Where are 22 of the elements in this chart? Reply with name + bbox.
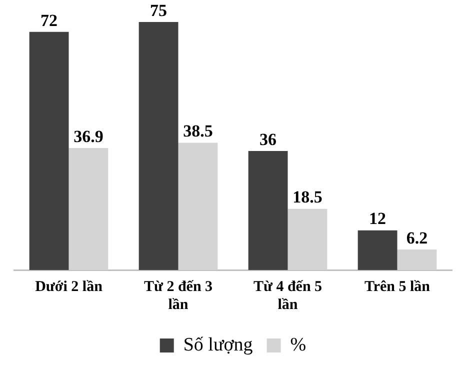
- bar: [29, 32, 69, 270]
- x-tick-label: Từ 4 đến 5 lần: [253, 278, 322, 313]
- data-label: 12: [369, 209, 386, 228]
- x-tick-label: Trên 5 lần: [364, 278, 431, 295]
- data-label: 75: [150, 0, 168, 20]
- data-label: 72: [40, 10, 58, 30]
- data-label: 6.2: [406, 228, 428, 248]
- bar: [68, 148, 108, 270]
- legend-label: Số lượng: [183, 334, 254, 356]
- x-tick-label: Từ 2 đến 3 lần: [144, 278, 213, 313]
- legend-label: %: [290, 334, 306, 356]
- bar: [288, 208, 328, 270]
- bar: [397, 250, 437, 270]
- bar: [248, 150, 288, 270]
- data-label: 18.5: [292, 188, 322, 207]
- bar: [178, 142, 218, 270]
- data-label: 36: [260, 130, 277, 149]
- bar: [138, 22, 178, 270]
- data-label: 38.5: [183, 122, 213, 141]
- data-label: 36.9: [74, 126, 104, 146]
- x-tick-label: Dưới 2 lần: [35, 278, 104, 295]
- bar: [358, 230, 398, 270]
